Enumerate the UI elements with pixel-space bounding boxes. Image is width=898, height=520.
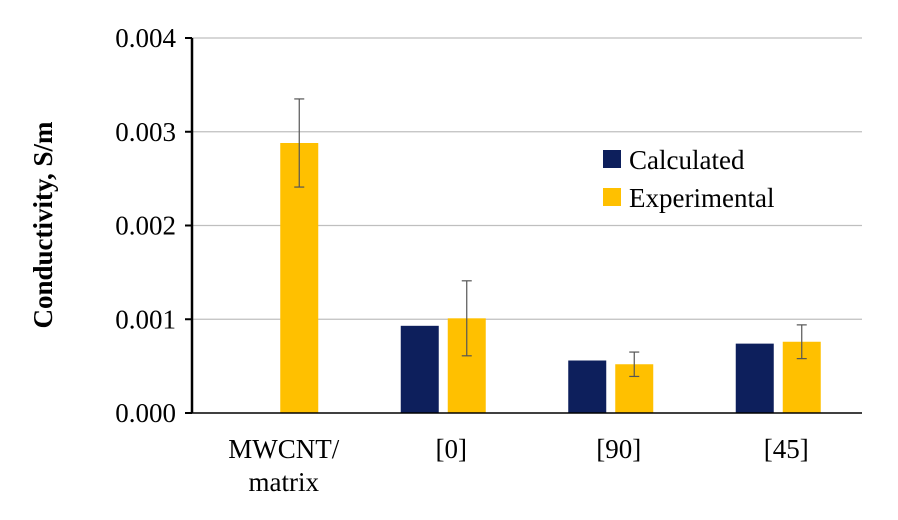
- bar-experimental: [280, 143, 319, 413]
- x-tick-label: [90]: [596, 434, 641, 464]
- legend-label-experimental: Experimental: [629, 183, 774, 213]
- x-ticks: MWCNT/matrix [0] [90] [45]: [228, 434, 808, 497]
- y-tick-label: 0.004: [115, 23, 176, 53]
- y-ticks: 0.000 0.001 0.002 0.003 0.004: [115, 23, 192, 428]
- bar-calculated: [400, 325, 439, 413]
- x-tick-label: matrix: [249, 467, 320, 497]
- legend-swatch-calculated: [603, 150, 621, 168]
- x-tick-label: [45]: [764, 434, 809, 464]
- bar-calculated: [568, 360, 607, 413]
- y-axis-label: Conductivity, S/m: [28, 121, 58, 329]
- legend-swatch-experimental: [603, 188, 621, 206]
- y-tick-label: 0.002: [115, 211, 176, 241]
- x-tick-label: [0]: [436, 434, 467, 464]
- x-tick-label: MWCNT/: [228, 434, 339, 464]
- y-tick-label: 0.003: [115, 117, 176, 147]
- legend-label-calculated: Calculated: [629, 145, 745, 175]
- y-tick-label: 0.001: [115, 304, 176, 334]
- legend: Calculated Experimental: [603, 145, 774, 213]
- y-tick-label: 0.000: [115, 398, 176, 428]
- bar-calculated: [735, 343, 774, 413]
- error-bars: [294, 98, 807, 378]
